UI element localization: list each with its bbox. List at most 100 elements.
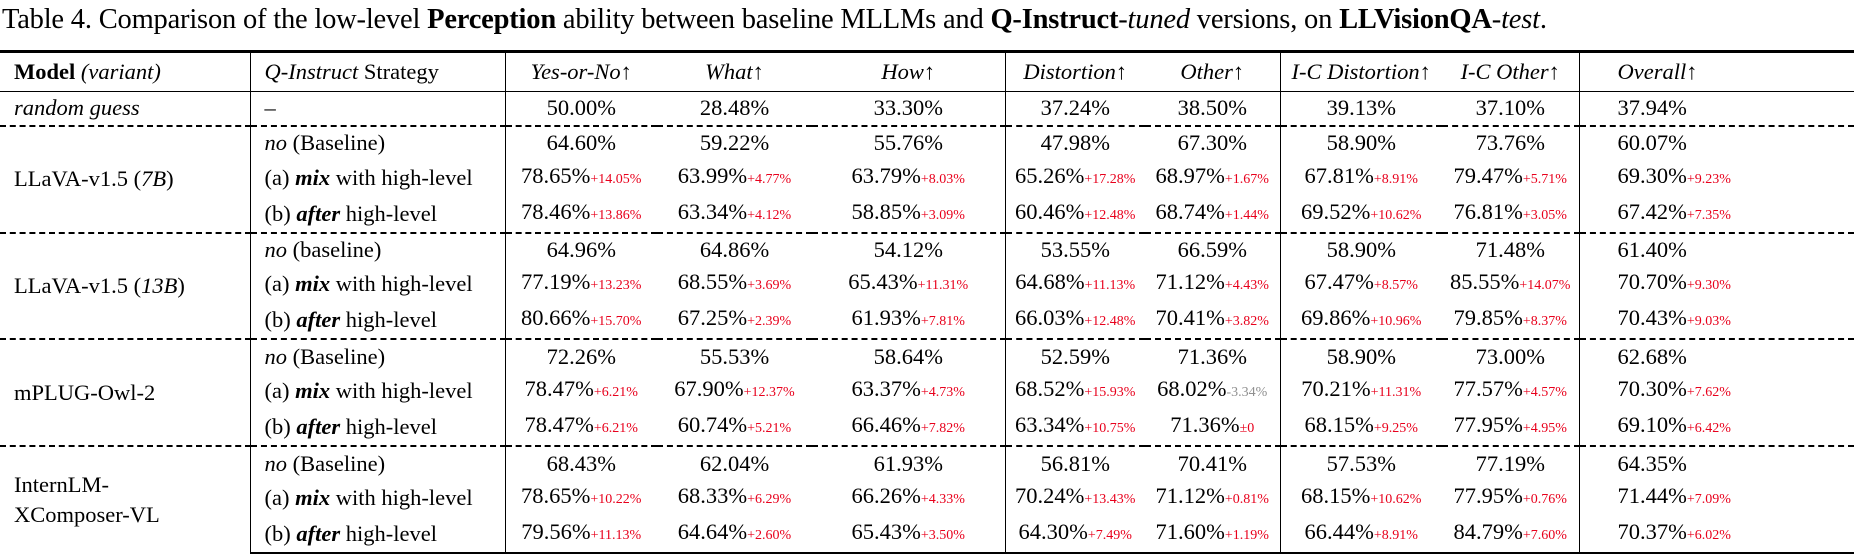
cell-delta: +4.57%: [1522, 385, 1567, 401]
cell-delta: +7.60%: [1522, 527, 1567, 543]
cell-delta: +4.73%: [920, 385, 965, 401]
cell-value: 70.70%: [1617, 269, 1687, 295]
table-cell: 73.76%: [1442, 124, 1580, 160]
cell-delta: +4.33%: [920, 491, 965, 507]
caption-part: versions, on: [1189, 4, 1340, 35]
table-cell: 56.81%: [1005, 445, 1145, 480]
table-cell: 62.68%: [1579, 338, 1854, 374]
cell-delta: +7.09%: [1686, 491, 1731, 507]
cell-value: 73.00%: [1475, 343, 1545, 369]
cell-delta: +7.35%: [1686, 207, 1731, 223]
table-cell: 70.24%+13.43%: [1005, 480, 1145, 516]
table-cell: 37.10%: [1442, 91, 1580, 126]
model-name-tail: ): [166, 166, 174, 192]
cell-delta: +3.82%: [1224, 314, 1269, 330]
model-name: LLaVA-v1.5 (: [14, 272, 142, 298]
model-cell: mPLUG-Owl-2: [0, 338, 251, 447]
cell-delta: +9.30%: [1686, 278, 1731, 294]
strategy-prefix: (b): [264, 414, 297, 440]
table-cell: 71.12%+0.81%: [1145, 479, 1281, 516]
table-cell: 68.52%+15.93%: [1005, 373, 1145, 409]
table-cell: 64.30%+7.49%: [1005, 515, 1145, 554]
cell-delta: +10.62%: [1370, 491, 1422, 507]
cell-value: 70.41%: [1155, 305, 1225, 331]
cell-value: 63.79%: [851, 162, 921, 188]
table-cell: 85.55%+14.07%: [1442, 266, 1580, 303]
strategy-prefix: (a): [264, 164, 296, 190]
table-cell: 78.47%+6.21%: [505, 409, 657, 446]
cell-delta: +12.37%: [743, 385, 795, 401]
cell-delta: +5.71%: [1522, 171, 1567, 187]
strategy-prefix: (b): [264, 200, 297, 226]
table-cell: 70.21%+11.31%: [1280, 373, 1442, 409]
strategy-keyword: after: [296, 200, 341, 226]
cell-value: 64.35%: [1617, 450, 1687, 476]
table-cell: 39.13%: [1326, 95, 1396, 121]
table-cell: 52.59%: [1005, 338, 1145, 374]
table-cell: 70.41%: [1145, 445, 1281, 480]
table-cell: 78.47%+6.21%: [505, 373, 657, 409]
table-cell: 67.25%+2.39%: [657, 302, 812, 339]
table-cell: 47.98%: [1005, 124, 1145, 160]
table-cell: 63.37%+4.73%: [812, 373, 1006, 410]
cell-value: 78.65%: [521, 482, 591, 508]
table-cell: 79.56%+11.13%: [505, 515, 657, 554]
cell-delta: +9.25%: [1373, 421, 1418, 437]
cell-delta: +2.60%: [747, 527, 792, 543]
table-cell: 71.36%: [1145, 338, 1281, 374]
cell-value: 68.52%: [1015, 376, 1085, 402]
strategy-text: with high-level: [330, 378, 473, 404]
cell-value: 70.24%: [1015, 482, 1085, 508]
table-cell: 58.64%: [812, 338, 1006, 374]
strategy-cell: (a) mix with high-level: [250, 373, 506, 410]
table-cell: 61.40%: [1579, 231, 1854, 267]
table-row: (a) mix with high-level 77.19%+13.23% 68.5…: [0, 266, 1854, 303]
table-row: (b) after high-level 78.46%+13.86% 63.34%+…: [0, 195, 1854, 233]
cell-value: 68.55%: [677, 269, 748, 295]
cell-value: 53.55%: [1040, 236, 1110, 262]
caption-part: LLVisionQA: [1339, 4, 1492, 35]
cell-delta: +13.23%: [590, 278, 642, 294]
cell-delta: +13.43%: [1084, 491, 1136, 507]
cell-value: 67.90%: [674, 376, 744, 402]
table-cell: 53.55%: [1005, 231, 1145, 267]
random-guess-strategy: –: [250, 91, 506, 126]
strategy-text: (Baseline): [287, 130, 386, 156]
strategy-text: (Baseline): [287, 450, 386, 476]
results-table: Model (variant) Q-Instruct Strategy Yes-…: [0, 50, 1854, 554]
table-cell: 77.19%: [1442, 445, 1580, 480]
strategy-prefix: (b): [264, 520, 297, 546]
strategy-keyword: no: [264, 343, 288, 369]
table-cell: 73.00%: [1442, 338, 1580, 374]
cell-value: 58.90%: [1326, 130, 1396, 156]
cell-delta: +7.82%: [920, 421, 965, 437]
table-cell: 37.94%: [1617, 95, 1687, 121]
table-cell: 67.42%+7.35%: [1579, 196, 1854, 233]
table-row: InternLM- XComposer-VL no (Baseline) 68.43%…: [0, 445, 1854, 553]
cell-delta: +3.09%: [920, 207, 965, 223]
table-cell: 55.76%: [812, 124, 1006, 160]
strategy-cell: (a) mix with high-level: [250, 266, 506, 303]
table-cell: 78.46%+13.86%: [505, 196, 657, 233]
cell-value: 69.10%: [1617, 412, 1687, 438]
cell-value: 58.90%: [1326, 343, 1396, 369]
strategy-text: with high-level: [330, 271, 473, 297]
cell-value: 71.12%: [1155, 482, 1225, 508]
table-cell: 66.46%+7.82%: [812, 409, 1006, 447]
strategy-keyword: after: [296, 520, 341, 546]
cell-value: 65.43%: [848, 269, 918, 295]
table-cell: 61.93%: [812, 445, 1006, 480]
table-cell: 68.15%+10.62%: [1280, 480, 1442, 516]
header-col: Distortion↑: [1023, 59, 1128, 84]
table-cell: 66.44%+8.91%: [1280, 515, 1442, 554]
table-cell: 58.90%: [1280, 338, 1442, 374]
cell-delta: +14.07%: [1519, 278, 1571, 294]
table-cell: 68.15%+9.25%: [1280, 409, 1442, 446]
cell-value: 71.36%: [1177, 343, 1247, 369]
strategy-prefix: (a): [264, 378, 296, 404]
table-cell: 67.81%+8.91%: [1280, 160, 1442, 196]
table-row: (a) mix with high-level 78.47%+6.21% 67.90…: [0, 373, 1854, 410]
strategy-cell: (b) after high-level: [250, 195, 506, 233]
cell-delta: +0.81%: [1224, 491, 1269, 507]
cell-value: 78.47%: [524, 376, 594, 402]
